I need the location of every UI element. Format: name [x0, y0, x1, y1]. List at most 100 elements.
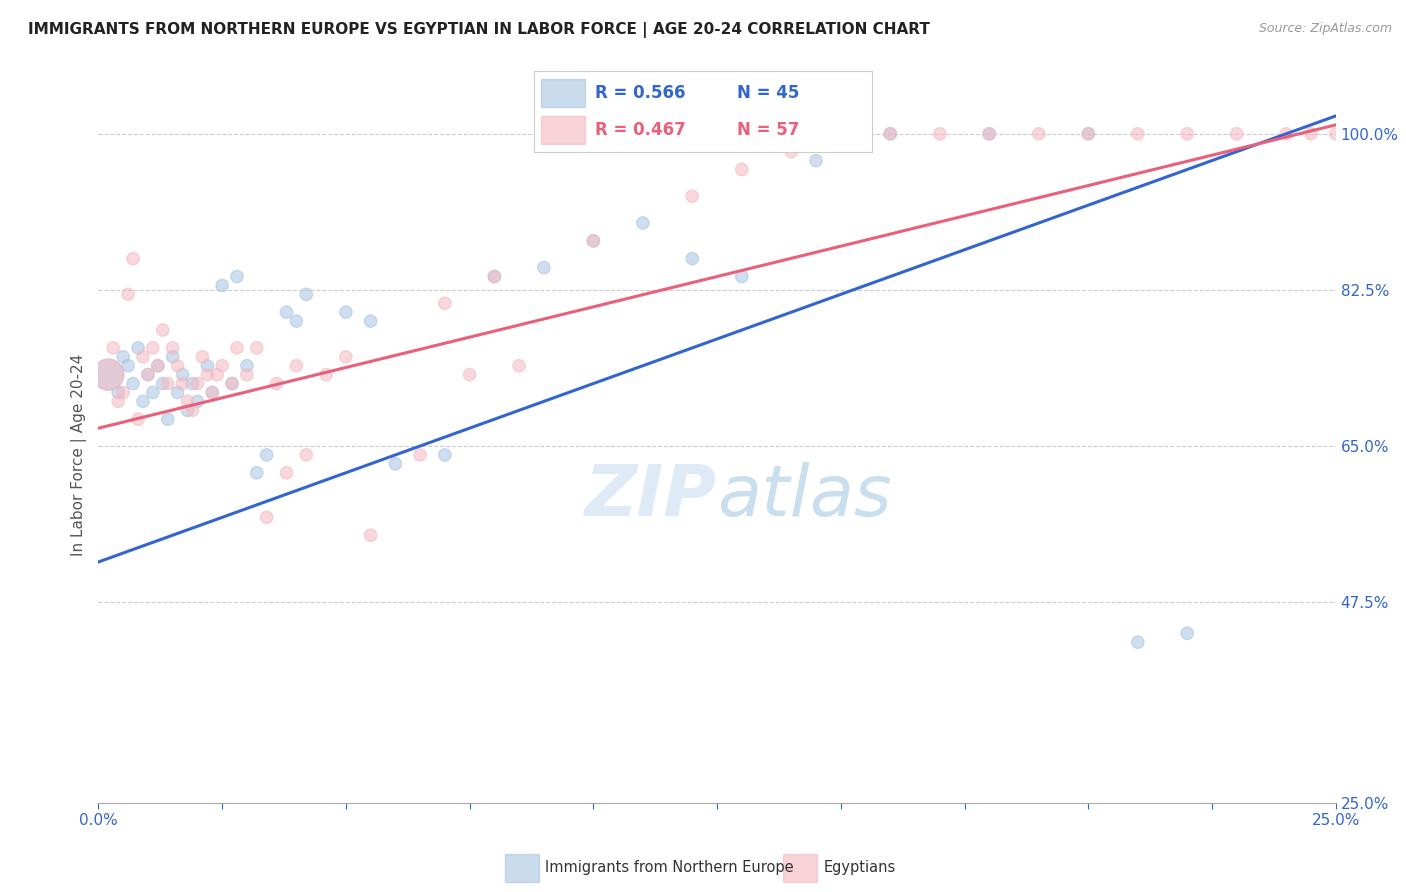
Point	[335, 350, 357, 364]
Point	[166, 359, 188, 373]
Point	[152, 376, 174, 391]
Text: atlas: atlas	[717, 462, 891, 531]
Text: ZIP: ZIP	[585, 462, 717, 531]
FancyBboxPatch shape	[541, 116, 585, 144]
Point	[1175, 626, 1198, 640]
Point	[681, 252, 703, 266]
Point	[146, 359, 169, 373]
Point	[112, 385, 135, 400]
Point	[879, 127, 901, 141]
Point	[582, 234, 605, 248]
Point	[979, 127, 1001, 141]
Point	[142, 341, 165, 355]
Point	[246, 466, 269, 480]
FancyBboxPatch shape	[505, 855, 538, 881]
Point	[335, 305, 357, 319]
Point	[107, 394, 129, 409]
Text: Egyptians: Egyptians	[824, 860, 896, 875]
Point	[103, 341, 125, 355]
Point	[146, 359, 169, 373]
Point	[256, 448, 278, 462]
Point	[181, 376, 204, 391]
Point	[132, 394, 155, 409]
Point	[1275, 127, 1298, 141]
Point	[236, 368, 259, 382]
Point	[484, 269, 506, 284]
Point	[117, 359, 139, 373]
Point	[879, 127, 901, 141]
Point	[236, 359, 259, 373]
Point	[360, 314, 382, 328]
Text: IMMIGRANTS FROM NORTHERN EUROPE VS EGYPTIAN IN LABOR FORCE | AGE 20-24 CORRELATI: IMMIGRANTS FROM NORTHERN EUROPE VS EGYPT…	[28, 22, 929, 38]
Point	[1077, 127, 1099, 141]
FancyBboxPatch shape	[541, 79, 585, 108]
Point	[1126, 127, 1149, 141]
Text: N = 45: N = 45	[737, 85, 799, 103]
Point	[1226, 127, 1249, 141]
Point	[201, 385, 224, 400]
Point	[127, 412, 149, 426]
Point	[484, 269, 506, 284]
Point	[1028, 127, 1050, 141]
Text: R = 0.467: R = 0.467	[595, 120, 686, 138]
Point	[295, 287, 318, 301]
Point	[186, 376, 208, 391]
Point	[181, 403, 204, 417]
Point	[731, 269, 754, 284]
Point	[433, 296, 456, 310]
Point	[295, 448, 318, 462]
Point	[780, 145, 803, 159]
Point	[979, 127, 1001, 141]
Point	[176, 403, 198, 417]
Text: N = 57: N = 57	[737, 120, 799, 138]
Point	[1324, 127, 1347, 141]
Point	[162, 350, 184, 364]
Point	[166, 385, 188, 400]
Point	[256, 510, 278, 524]
Point	[191, 350, 214, 364]
Point	[458, 368, 481, 382]
Point	[136, 368, 159, 382]
Point	[731, 162, 754, 177]
Y-axis label: In Labor Force | Age 20-24: In Labor Force | Age 20-24	[72, 354, 87, 556]
Point	[162, 341, 184, 355]
Text: Source: ZipAtlas.com: Source: ZipAtlas.com	[1258, 22, 1392, 36]
Text: Immigrants from Northern Europe: Immigrants from Northern Europe	[546, 860, 794, 875]
Point	[211, 359, 233, 373]
Point	[172, 376, 194, 391]
Point	[226, 341, 249, 355]
Point	[221, 376, 243, 391]
Point	[112, 350, 135, 364]
Text: R = 0.566: R = 0.566	[595, 85, 686, 103]
FancyBboxPatch shape	[783, 855, 817, 881]
Point	[127, 341, 149, 355]
Point	[582, 234, 605, 248]
Point	[1175, 127, 1198, 141]
Point	[928, 127, 950, 141]
Point	[117, 287, 139, 301]
Point	[1299, 127, 1322, 141]
Point	[211, 278, 233, 293]
Point	[631, 216, 654, 230]
Point	[132, 350, 155, 364]
Point	[1126, 635, 1149, 649]
Point	[172, 368, 194, 382]
Point	[276, 305, 298, 319]
Point	[122, 252, 145, 266]
Point	[205, 368, 228, 382]
Point	[152, 323, 174, 337]
Point	[226, 269, 249, 284]
Point	[285, 359, 308, 373]
Point	[122, 376, 145, 391]
Point	[142, 385, 165, 400]
Point	[176, 394, 198, 409]
Point	[246, 341, 269, 355]
Point	[97, 368, 120, 382]
Point	[360, 528, 382, 542]
Point	[1077, 127, 1099, 141]
Point	[156, 412, 179, 426]
Point	[201, 385, 224, 400]
Point	[266, 376, 288, 391]
Point	[384, 457, 406, 471]
Point	[136, 368, 159, 382]
